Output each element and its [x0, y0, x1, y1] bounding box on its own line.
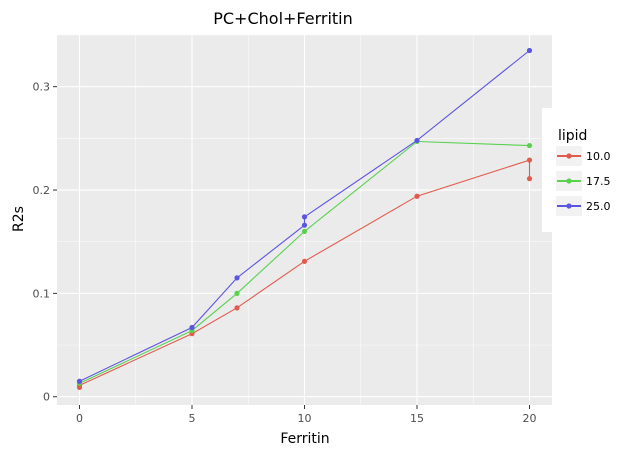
series-layer: [76, 47, 533, 391]
legend-item: 10.0: [556, 146, 611, 166]
series-25.0: [76, 47, 533, 384]
y-tick-label: 0: [43, 391, 50, 404]
legend-key-point: [566, 178, 572, 184]
data-point: [526, 47, 533, 54]
data-point: [526, 157, 533, 163]
x-tick-label: 20: [523, 412, 537, 425]
y-tick-label: 0.2: [33, 184, 51, 197]
y-tick-label: 0.1: [33, 287, 51, 300]
data-point: [526, 142, 533, 149]
legend-items: 10.0 17.5 25.0: [556, 146, 611, 216]
data-point: [189, 324, 195, 331]
y-tick-label: 0.3: [33, 81, 51, 94]
chart-title: PC+Chol+Ferritin: [213, 9, 353, 28]
data-point: [301, 228, 308, 234]
y-axis-ticks: 0 0.1 0.2 0.3: [33, 81, 57, 404]
x-axis-title: Ferritin: [280, 431, 329, 447]
x-tick-label: 10: [298, 412, 312, 425]
data-point: [234, 305, 240, 311]
series-line: [78, 159, 531, 388]
legend-label: 25.0: [586, 200, 611, 213]
data-point: [301, 214, 308, 220]
series-line: [79, 140, 530, 384]
data-point: [414, 193, 420, 199]
legend-key-point: [566, 153, 572, 159]
data-point: [76, 378, 83, 384]
data-point: [414, 137, 420, 144]
legend-title: lipid: [558, 128, 587, 144]
data-point: [234, 290, 240, 296]
x-tick-label: 5: [189, 412, 196, 425]
x-tick-label: 15: [410, 412, 424, 425]
legend-label: 17.5: [586, 175, 611, 188]
legend-item: 17.5: [556, 171, 611, 191]
legend-key-point: [566, 203, 572, 209]
x-axis-ticks: 0 5 10 15 20: [76, 405, 537, 425]
data-point: [301, 258, 308, 264]
data-point: [526, 176, 533, 182]
data-point: [234, 275, 240, 281]
x-tick-label: 0: [76, 412, 83, 425]
legend: lipid 10.0 17.5 25.0: [542, 108, 638, 232]
y-axis-title: R2s: [11, 206, 27, 232]
legend-item: 25.0: [556, 196, 611, 216]
data-point: [301, 222, 308, 228]
legend-label: 10.0: [586, 150, 611, 163]
